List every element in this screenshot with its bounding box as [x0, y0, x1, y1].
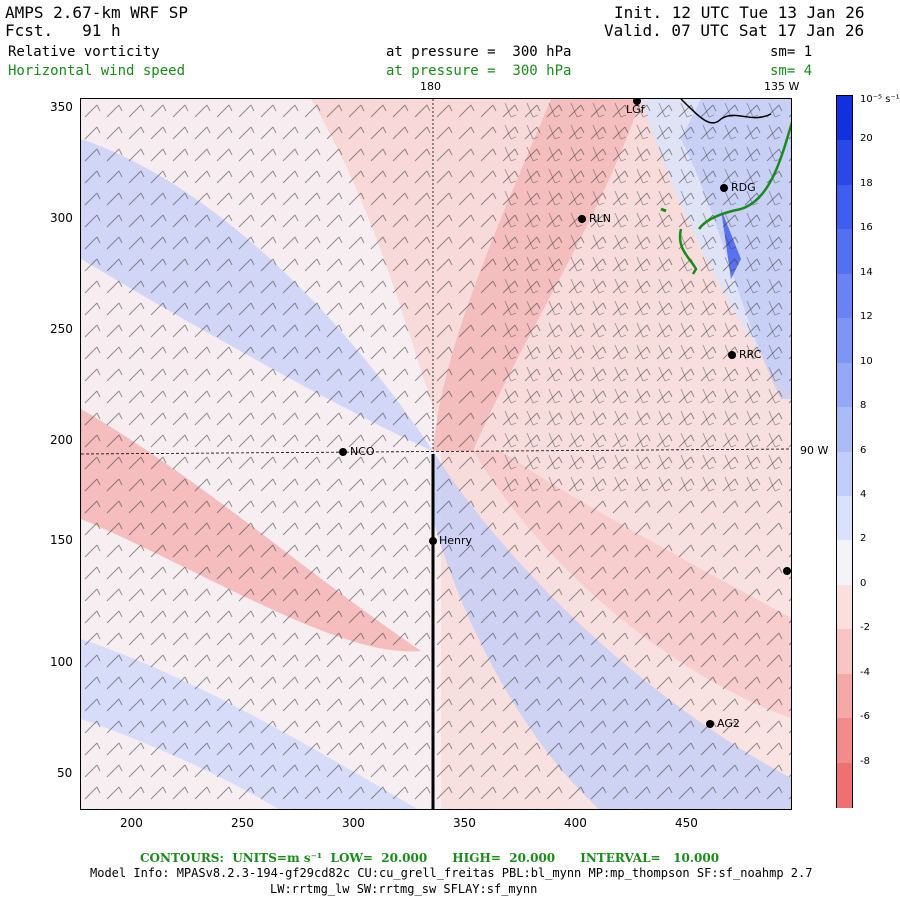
colorbar-label: 12 — [860, 311, 873, 323]
station-dot-rrc — [728, 351, 736, 359]
colorbar-label: 16 — [860, 222, 873, 234]
colorbar-segment — [837, 718, 852, 764]
contours-info: CONTOURS: UNITS=m s⁻¹ LOW= 20.000 HIGH= … — [140, 851, 720, 865]
station-dot-rln — [578, 215, 586, 223]
colorbar-label: -8 — [860, 755, 870, 767]
colorbar-segment — [837, 673, 852, 719]
colorbar-segment — [837, 629, 852, 675]
colorbar-segment — [837, 495, 852, 541]
colorbar-segment — [837, 451, 852, 497]
colorbar-label: 2 — [860, 533, 867, 545]
model-title: AMPS 2.67-km WRF SP — [5, 3, 189, 22]
colorbar-label: 8 — [860, 400, 867, 412]
colorbar-segment — [837, 762, 852, 808]
field2-smoothing: sm= 4 — [770, 63, 813, 79]
lon-label-90w: 90 W — [800, 444, 829, 457]
field2-level: at pressure = 300 hPa — [386, 63, 572, 79]
colorbar-label: -6 — [860, 711, 870, 723]
x-tick-400: 400 — [564, 816, 587, 830]
colorbar-label: 14 — [860, 266, 873, 278]
valid-time: Valid. 07 UTC Sat 17 Jan 26 — [604, 21, 865, 40]
colorbar-segment — [837, 318, 852, 364]
model-info: Model Info: MPASv8.2.3-194-gf29cd82c CU:… — [90, 866, 813, 880]
x-tick-250: 250 — [231, 816, 254, 830]
y-tick-350: 350 — [50, 100, 73, 114]
colorbar-segment — [837, 140, 852, 186]
colorbar-label: 20 — [860, 133, 873, 145]
colorbar-units: 10⁻⁵ s⁻¹ — [860, 94, 900, 105]
colorbar-segment — [837, 407, 852, 452]
colorbar-segment — [837, 584, 852, 630]
forecast-hour: Fcst. 91 h — [5, 21, 121, 40]
model-info-2: LW:rrtmg_lw SW:rrtmg_sw SFLAY:sf_mynn — [270, 882, 538, 896]
station-label-ag2: AG2 — [717, 717, 740, 730]
station-dot-henry — [429, 537, 437, 545]
y-tick-150: 150 — [50, 533, 73, 547]
lon-label-135w: 135 W — [764, 80, 800, 93]
station-dot-nco — [339, 448, 347, 456]
colorbar-segment — [837, 540, 852, 586]
colorbar-segment — [837, 184, 852, 230]
colorbar-label: -4 — [860, 666, 870, 678]
vorticity-field — [81, 99, 791, 809]
colorbar-label: 18 — [860, 177, 873, 189]
station-label-lgf: LGf — [626, 103, 645, 116]
colorbar-segment — [837, 273, 852, 319]
station-label-rln: RLN — [589, 212, 611, 225]
field1-smoothing: sm= 1 — [770, 44, 813, 60]
colorbar-segment — [837, 229, 852, 275]
y-tick-250: 250 — [50, 322, 73, 336]
field2-name: Horizontal wind speed — [8, 63, 186, 79]
y-tick-100: 100 — [50, 655, 73, 669]
colorbar-label: 6 — [860, 444, 867, 456]
colorbar-segment — [837, 362, 852, 408]
station-label-rrc: RRC — [739, 348, 762, 361]
map-panel[interactable]: LGf RDG RLN RRC NCO Henry AG2 — [80, 98, 792, 810]
station-dot-rdg — [720, 184, 728, 192]
colorbar-label: 4 — [860, 488, 867, 500]
colorbar-label: 10 — [860, 355, 873, 367]
x-tick-450: 450 — [675, 816, 698, 830]
station-dot-ag2 — [706, 720, 714, 728]
colorbar-label: 0 — [860, 577, 867, 589]
init-time: Init. 12 UTC Tue 13 Jan 26 — [614, 3, 865, 22]
lon-label-180: 180 — [420, 80, 441, 93]
x-tick-300: 300 — [342, 816, 365, 830]
y-tick-50: 50 — [57, 766, 73, 780]
colorbar-label: -2 — [860, 622, 870, 634]
colorbar-segment — [837, 96, 852, 141]
station-label-rdg: RDG — [731, 181, 756, 194]
station-dot-edge — [783, 567, 791, 575]
y-tick-300: 300 — [50, 211, 73, 225]
x-tick-350: 350 — [453, 816, 476, 830]
field1-name: Relative vorticity — [8, 44, 160, 60]
station-label-henry: Henry — [439, 534, 473, 547]
field1-level: at pressure = 300 hPa — [386, 44, 572, 60]
station-label-nco: NCO — [350, 445, 375, 458]
station-dot-lgf — [633, 99, 641, 105]
y-tick-200: 200 — [50, 433, 73, 447]
x-tick-200: 200 — [120, 816, 143, 830]
colorbar — [836, 95, 853, 808]
